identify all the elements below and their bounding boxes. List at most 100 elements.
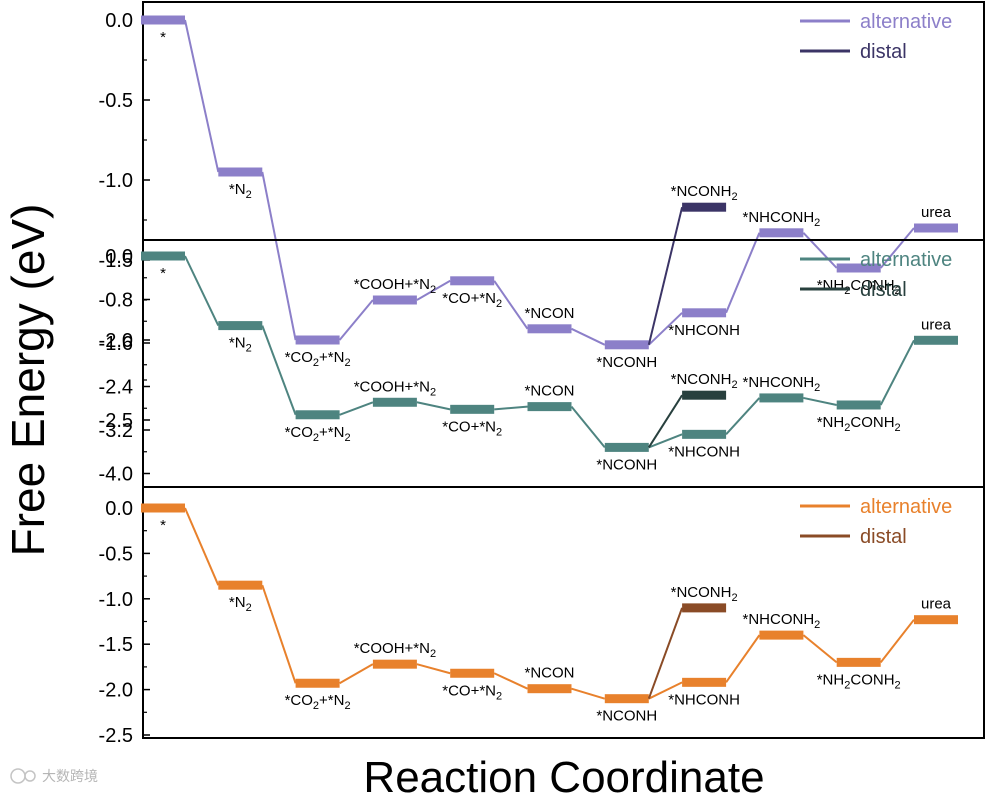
energy-level — [295, 335, 340, 345]
watermark-logo-icon-small — [24, 770, 36, 782]
connector-line — [339, 663, 374, 685]
connector-line — [879, 227, 915, 269]
state-label: *NCON — [524, 665, 574, 682]
state-label: *N2 — [229, 181, 252, 201]
energy-level — [682, 308, 727, 318]
state-label: * — [160, 517, 166, 534]
connector-line — [416, 401, 451, 411]
energy-level — [295, 410, 340, 420]
state-label: *NCONH2 — [671, 584, 738, 604]
connector-line — [725, 397, 761, 436]
y-tick-label: -1.5 — [99, 634, 133, 656]
energy-level — [141, 251, 185, 261]
state-label: *CO2+*N2 — [285, 424, 351, 444]
y-tick-label: -2.0 — [99, 680, 133, 702]
connector-line — [571, 687, 606, 700]
energy-level — [527, 684, 572, 694]
legend-label-distal: distal — [860, 279, 907, 301]
series-distal: *NCONH2 — [647, 371, 738, 448]
y-tick-label: -2.5 — [99, 725, 133, 747]
connector-line — [570, 405, 606, 449]
connector-line — [725, 232, 761, 314]
energy-level — [218, 580, 263, 590]
energy-level — [682, 390, 727, 400]
y-tick-label: -1.0 — [99, 170, 133, 192]
connector-line — [184, 19, 220, 173]
energy-level — [450, 668, 495, 678]
energy-level — [141, 503, 185, 513]
state-label: *NHCONH2 — [743, 374, 821, 394]
energy-level — [141, 15, 185, 25]
state-label: *NCONH — [596, 354, 657, 371]
connector-line — [648, 433, 683, 449]
state-label: *COOH+*N2 — [354, 378, 436, 398]
energy-level — [836, 400, 881, 410]
y-tick-label: -4.0 — [99, 464, 133, 486]
connector-line — [648, 681, 683, 700]
panel-1: 0.0-0.5-1.0-1.5-2.0-2.5**N2*CO2+*N2*COOH… — [99, 1, 985, 432]
y-tick-label: -1.5 — [99, 250, 133, 272]
energy-level — [604, 694, 649, 704]
connector-line — [416, 663, 451, 675]
connector-line — [493, 672, 528, 690]
watermark-text: 大数跨境 — [42, 769, 98, 785]
energy-level — [914, 223, 958, 233]
state-label: *NHCONH — [668, 322, 740, 339]
energy-level — [682, 603, 727, 613]
y-tick-label: -2.0 — [99, 330, 133, 352]
state-label: *CO+*N2 — [442, 290, 502, 310]
energy-level — [372, 295, 417, 305]
state-label: *CO2+*N2 — [285, 349, 351, 369]
state-label: *NCONH2 — [671, 371, 738, 391]
panel-2: 0.0-0.8-1.6-2.4-3.2-4.0**N2*CO2+*N2*COOH… — [99, 239, 985, 488]
connector-line — [647, 206, 684, 346]
energy-level — [450, 404, 495, 414]
y-tick-label: -0.5 — [99, 90, 133, 112]
state-label: *NHCONH2 — [743, 209, 821, 229]
state-label: *NCON — [524, 383, 574, 400]
connector-line — [802, 232, 838, 269]
connector-line — [261, 584, 297, 684]
y-tick-label: -2.4 — [99, 377, 133, 399]
energy-level — [836, 657, 881, 667]
state-label: *COOH+*N2 — [354, 276, 436, 296]
state-label: urea — [921, 316, 952, 333]
energy-level — [604, 340, 649, 350]
state-label: *CO+*N2 — [442, 418, 502, 438]
y-tick-label: 0.0 — [105, 498, 133, 520]
energy-level — [759, 393, 804, 403]
connector-line — [648, 312, 683, 346]
series-alternative: **N2*CO2+*N2*COOH+*N2*CO+*N2*NCON*NCONH*… — [141, 503, 958, 725]
watermark-logo-icon — [10, 768, 26, 784]
state-label: urea — [921, 596, 952, 613]
state-label: * — [160, 265, 166, 282]
state-label: *NHCONH — [668, 443, 740, 460]
panel-frame — [142, 486, 985, 739]
series-distal: *NCONH2 — [647, 183, 738, 346]
energy-level — [914, 335, 958, 345]
series-alternative: **N2*CO2+*N2*COOH+*N2*CO+*N2*NCON*NCONH*… — [141, 251, 958, 473]
connector-line — [416, 279, 451, 301]
y-tick-label: 0.0 — [105, 246, 133, 268]
energy-level — [759, 228, 804, 238]
state-label: * — [160, 29, 166, 46]
state-label: *NHCONH — [668, 691, 740, 708]
energy-level — [682, 677, 727, 687]
energy-level — [759, 630, 804, 640]
energy-level — [836, 263, 881, 273]
panels: 0.0-0.5-1.0-1.5-2.0-2.5**N2*CO2+*N2*COOH… — [99, 1, 985, 747]
connector-line — [493, 280, 529, 330]
energy-level — [527, 324, 572, 334]
state-label: *NHCONH2 — [743, 611, 821, 631]
legend-label-alternative: alternative — [860, 11, 952, 33]
connector-line — [184, 255, 220, 327]
connector-line — [802, 634, 838, 664]
y-tick-label: 0.0 — [105, 10, 133, 32]
y-tick-label: -0.8 — [99, 290, 133, 312]
connector-line — [339, 401, 374, 416]
energy-level — [682, 202, 727, 212]
state-label: *COOH+*N2 — [354, 640, 436, 660]
legend-label-distal: distal — [860, 41, 907, 63]
panel-3: 0.0 -0.5 -1.0 -1.5 -2.0 -2.5 * *N2 *CO2+*N2 *COOH… — [99, 486, 985, 747]
